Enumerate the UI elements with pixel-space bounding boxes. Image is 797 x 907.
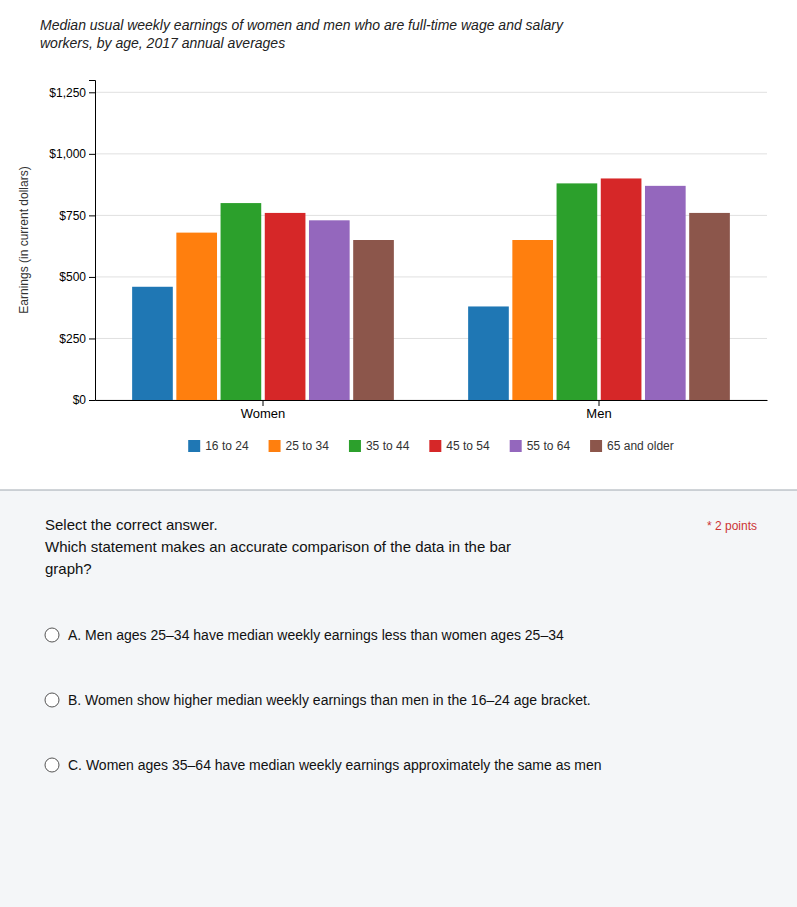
separator: [0, 490, 797, 491]
bar: [265, 213, 306, 400]
y-tick: $750: [59, 209, 95, 223]
bar: [309, 220, 350, 400]
bar-series: [265, 178, 642, 400]
legend-item: 16 to 24: [188, 439, 249, 453]
answer-option: A. Men ages 25–34 have median weekly ear…: [68, 627, 564, 643]
x-tick-mark: [263, 400, 264, 406]
y-tick-mark: [89, 154, 95, 155]
y-tick-label: $0: [73, 393, 87, 407]
legend-swatch: [429, 440, 441, 452]
grid-line: [95, 153, 767, 154]
grid: [95, 92, 767, 400]
x-tick-mark: [599, 400, 600, 406]
title: Median usual weekly earnings of women an…: [40, 17, 564, 51]
legend-item: 55 to 64: [510, 439, 571, 453]
legend-label: 65 and older: [607, 439, 674, 453]
bar: [176, 233, 217, 400]
answer-option: B. Women show higher median weekly earni…: [68, 692, 591, 708]
bar: [512, 240, 553, 400]
answer-radio[interactable]: [45, 758, 59, 772]
bar: [353, 240, 394, 400]
title-line: workers, by age, 2017 annual averages: [40, 35, 285, 51]
legend-swatch: [269, 440, 281, 452]
legend-label: 25 to 34: [286, 439, 330, 453]
bars: [132, 178, 730, 400]
legend-swatch: [510, 440, 522, 452]
bar-series: [309, 186, 686, 400]
y-axis-title: Earnings (in current dollars): [17, 166, 31, 313]
y-tick: $1,000: [49, 147, 95, 161]
x-tick: Women: [241, 400, 286, 421]
y-tick-mark: [89, 338, 95, 339]
legend-swatch: [188, 440, 200, 452]
bar: [601, 178, 642, 400]
bar: [645, 186, 686, 400]
question-line: Select the correct answer.: [45, 516, 218, 533]
question-panel: [0, 490, 797, 907]
bar: [132, 287, 173, 400]
y-tick: $500: [59, 270, 95, 284]
legend-label: 45 to 54: [446, 439, 490, 453]
bar: [557, 183, 598, 400]
x-tick-label: Men: [586, 406, 611, 421]
y-tick-mark: [89, 400, 95, 401]
answer-option: C. Women ages 35–64 have median weekly e…: [68, 757, 602, 773]
y-tick-label: $500: [59, 270, 86, 284]
title-line: Median usual weekly earnings of women an…: [40, 17, 564, 33]
y-tick-label: $1,250: [49, 86, 86, 100]
legend-item: 25 to 34: [269, 439, 330, 453]
answer-radio[interactable]: [45, 693, 59, 707]
question: Select the correct answer. Which statemen…: [45, 516, 511, 577]
bar: [689, 213, 730, 400]
bar: [221, 203, 262, 400]
x-axis-line: [96, 400, 768, 401]
x-tick: Men: [586, 400, 611, 421]
y-tick: $1,250: [49, 86, 95, 100]
legend-item: 35 to 44: [349, 439, 410, 453]
legend-label: 16 to 24: [205, 439, 249, 453]
legend-item: 45 to 54: [429, 439, 490, 453]
x-tick-label: Women: [241, 406, 286, 421]
legend-swatch: [349, 440, 361, 452]
legend-label: 35 to 44: [366, 439, 410, 453]
bar: [468, 306, 509, 400]
legend-item: 65 and older: [590, 439, 674, 453]
y-tick: $250: [59, 332, 95, 346]
question-line: graph?: [45, 560, 92, 577]
bar-series: [221, 183, 598, 400]
grid-line: [95, 92, 767, 93]
legend-swatch: [590, 440, 602, 452]
legend: 16 to 24 25 to 34 35 to 44 45 to 54 55 to 64…: [188, 439, 674, 453]
y-tick-label: $1,000: [49, 147, 86, 161]
x-axis: Women Men: [96, 400, 768, 421]
y-axis: $0 $250 $500 $750 $1,000 $1,250: [49, 81, 95, 408]
y-tick-mark: [89, 215, 95, 216]
question-line: Which statement makes an accurate compar…: [45, 538, 511, 555]
points: * 2 points: [707, 519, 757, 533]
y-tick-label: $750: [59, 209, 86, 223]
y-axis-line: [89, 81, 96, 401]
y-tick-mark: [89, 92, 95, 93]
chart-root: Median usual weekly earnings of women an…: [0, 0, 797, 907]
answer-radio[interactable]: [45, 628, 59, 642]
bar-series: [353, 213, 730, 400]
y-tick-label: $250: [59, 332, 86, 346]
y-tick: $0: [73, 393, 95, 407]
y-tick-mark: [89, 277, 95, 278]
legend-label: 55 to 64: [527, 439, 571, 453]
